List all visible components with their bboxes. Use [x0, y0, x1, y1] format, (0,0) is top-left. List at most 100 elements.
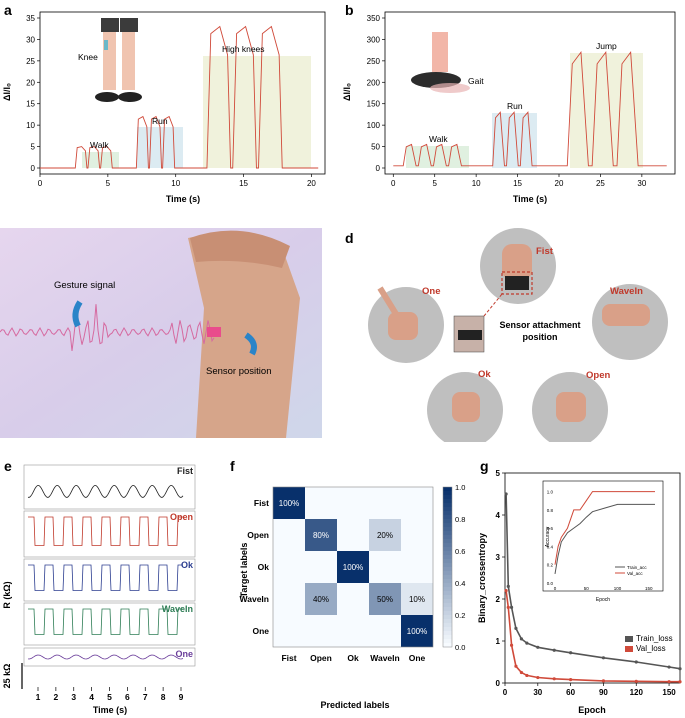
panel-a-chart: 0 5 10 15 20 25 30 35 0 5 10 15 20 Knee Walk Run Hig… [2, 11, 326, 204]
e-trace-frame [23, 510, 196, 558]
g-inset-legend-label: Train_acc [627, 565, 647, 570]
g-point [514, 626, 518, 630]
f-cell-label: 10% [409, 595, 425, 604]
walk-label-b: Walk [429, 134, 448, 144]
g-point [634, 660, 638, 664]
g-point [514, 664, 518, 668]
e-trace-label: Ok [181, 560, 194, 570]
panel-f-heatmap: 100% 80% 20% 100% 40% 50% 10% 100% Fist Open Ok Wav… [239, 483, 465, 710]
gesture-circles [368, 228, 668, 442]
b-ytick-label: 100 [367, 121, 381, 130]
f-cell [305, 615, 337, 647]
g-y-axis-label: Binary_crossentropy [477, 533, 487, 623]
g-xtick-label: 120 [630, 688, 644, 697]
gesture-arrow-icon [72, 300, 83, 328]
f-cell [401, 583, 433, 615]
e-trace-frame [23, 464, 196, 510]
b-ytick-label: 150 [367, 100, 381, 109]
fist-label: Fist [536, 246, 554, 257]
gesture-signal-wave [0, 304, 215, 351]
panel-letter-f: f [230, 458, 235, 474]
f-colorbar-tick: 0.0 [455, 643, 465, 652]
g-point [506, 605, 510, 609]
g-legend-swatch [625, 646, 633, 652]
e-xtick-label: 2 [54, 692, 59, 702]
e-xtick-label: 5 [107, 692, 112, 702]
y-axis-label-a: ΔI/I₀ [2, 83, 12, 101]
g-inset-xtick: 150 [645, 586, 653, 591]
f-x-axis-label: Predicted labels [320, 700, 389, 710]
e-trace-frame [23, 647, 196, 667]
b-xtick-label: 15 [513, 179, 522, 188]
g-xtick-label: 150 [662, 688, 676, 697]
e-x-axis-label: Time (s) [93, 705, 127, 715]
e-trace-label: One [175, 649, 193, 659]
b-ytick-label: 200 [367, 78, 381, 87]
g-ytick-label: 2 [496, 595, 501, 604]
f-row-label: Ok [258, 562, 270, 572]
sensor-attachment-label-2: position [523, 332, 558, 342]
f-col-label: WaveIn [370, 653, 399, 663]
f-cell-label: 100% [279, 499, 299, 508]
f-col-label: Open [310, 653, 332, 663]
e-xtick-label: 9 [179, 692, 184, 702]
g-inset-ytick: 0.4 [547, 544, 554, 549]
f-cell [401, 615, 433, 647]
f-cell [273, 615, 305, 647]
panel-letter-a: a [4, 2, 12, 18]
e-xtick-label: 1 [36, 692, 41, 702]
f-cell [337, 551, 369, 583]
a-ytick-label: 15 [26, 100, 35, 109]
g-xtick-label: 0 [503, 688, 508, 697]
g-point [504, 589, 508, 593]
b-xtick-label: 30 [637, 179, 646, 188]
f-cell [305, 583, 337, 615]
g-ytick-label: 4 [496, 511, 501, 520]
a-xtick-label: 20 [307, 179, 316, 188]
f-cell-label: 40% [313, 595, 329, 604]
high-knees-label: High knees [222, 44, 265, 54]
e-trace-fist [27, 484, 184, 498]
f-cell-label: 100% [343, 563, 363, 572]
a-ytick-label: 5 [31, 143, 36, 152]
f-row-label: WaveIn [240, 594, 269, 604]
y-axis-label-b: ΔI/I₀ [342, 83, 352, 101]
f-cell [369, 615, 401, 647]
g-inset-ytick: 1.0 [547, 490, 554, 495]
a-xtick-label: 15 [239, 179, 248, 188]
g-point [569, 678, 573, 682]
g-point [667, 665, 671, 669]
run-label-b: Run [507, 101, 523, 111]
gait-illustration [411, 32, 470, 93]
g-x-axis-label: Epoch [578, 705, 606, 715]
f-cell [305, 487, 337, 519]
f-colorbar-tick: 0.8 [455, 515, 465, 524]
g-inset-xtick: 50 [584, 586, 590, 591]
f-y-axis-label: Target labels [239, 543, 249, 598]
f-cell [337, 583, 369, 615]
sensor-position-label: Sensor position [206, 366, 271, 377]
g-inset-series-val_acc [554, 491, 655, 565]
g-point [536, 675, 540, 680]
g-xtick-label: 60 [566, 688, 575, 697]
f-row-label: Fist [254, 498, 269, 508]
f-cell [273, 487, 305, 519]
f-cell [369, 487, 401, 519]
g-point [634, 679, 638, 683]
f-cell-label: 20% [377, 531, 393, 540]
g-point [509, 643, 514, 647]
f-cell [401, 519, 433, 551]
walk-region [82, 152, 119, 168]
e-trace-label: Open [170, 512, 193, 522]
sensor-arrow-icon [244, 332, 257, 356]
gesture-signal-label: Gesture signal [54, 280, 115, 291]
f-cell [273, 519, 305, 551]
b-xtick-label: 20 [555, 179, 564, 188]
f-cell-label: 100% [407, 627, 427, 636]
panel-b-chart: 0 50 100 150 200 250 300 350 0 5 10 15 20 25 30 Gait W… [342, 11, 676, 204]
e-trace-frame [23, 558, 196, 602]
g-point [525, 673, 529, 678]
g-ytick-label: 3 [496, 553, 501, 562]
sensor-patch [207, 327, 221, 337]
f-cell [273, 551, 305, 583]
